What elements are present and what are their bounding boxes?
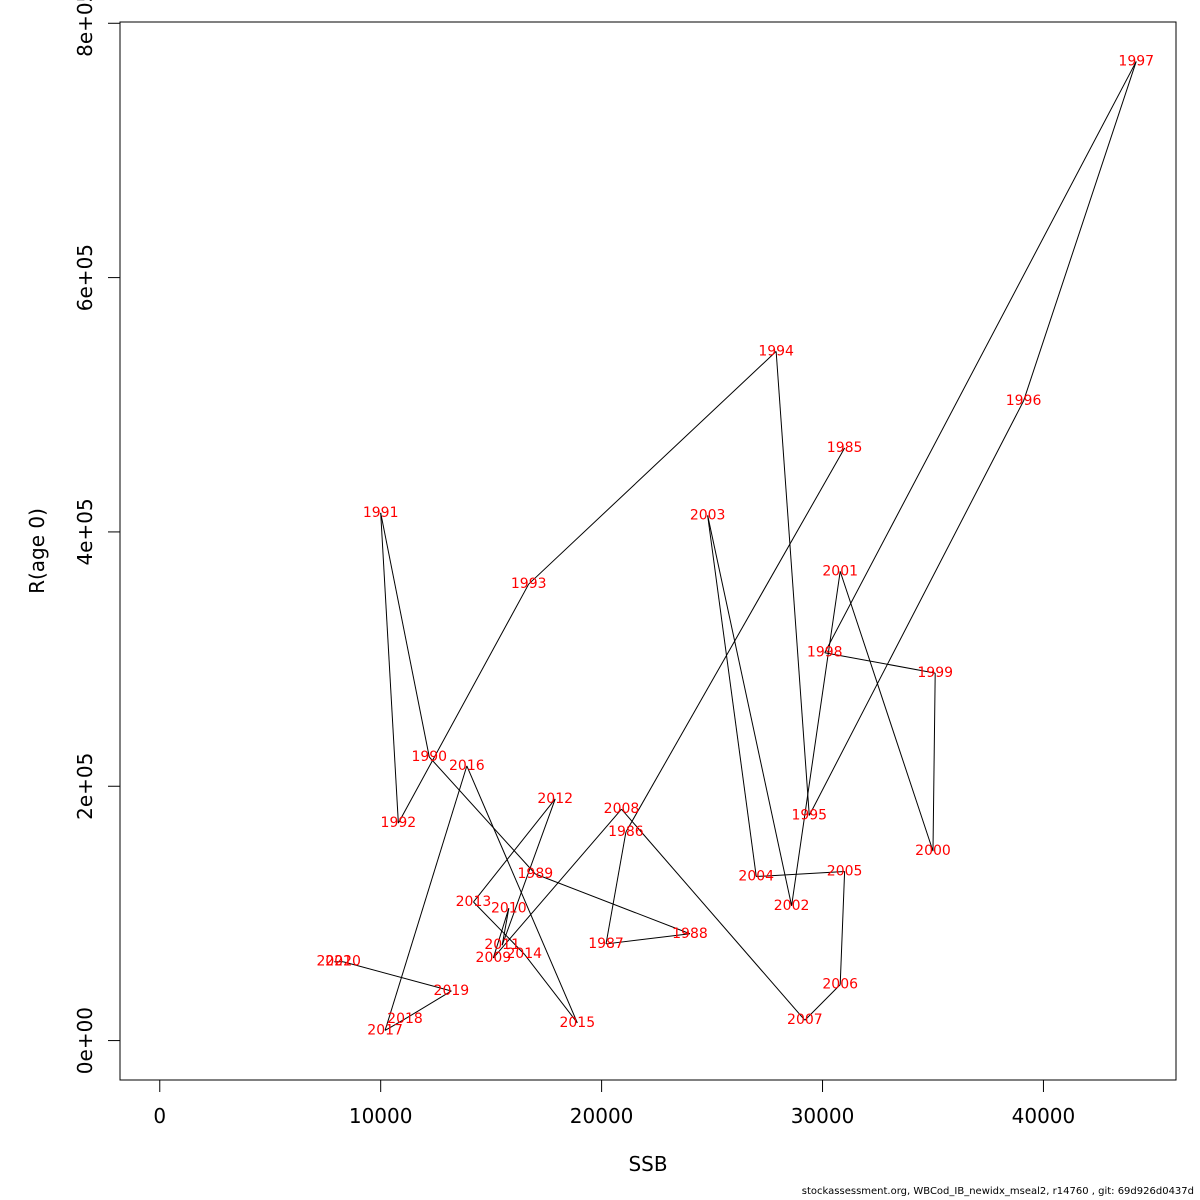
y-axis: 0e+00 2e+05 4e+05 6e+05 8e+05: [73, 0, 121, 1074]
segment-1986-1987: [605, 831, 627, 945]
point-label-2018: 2018: [387, 1011, 423, 1027]
point-label-2005: 2005: [827, 863, 863, 879]
segment-1993-1994: [528, 350, 777, 585]
point-label-1994: 1994: [758, 343, 794, 359]
segment-1994-1995: [775, 351, 810, 816]
segment-2011-2012: [501, 798, 556, 946]
point-label-2008: 2008: [604, 801, 640, 817]
x-axis: 0 10000 20000 30000 40000: [153, 1079, 1076, 1128]
point-label-2019: 2019: [434, 983, 470, 999]
segment-1985-1986: [625, 447, 846, 833]
x-tick-label: 0: [153, 1104, 166, 1128]
segment-1987-1988: [605, 933, 691, 945]
point-label-1995: 1995: [791, 808, 827, 824]
point-label-1999: 1999: [917, 665, 953, 681]
point-label-2002: 2002: [774, 898, 810, 914]
segment-2002-2003: [707, 515, 793, 906]
point-label-2007: 2007: [787, 1012, 823, 1028]
point-label-2006: 2006: [822, 977, 858, 993]
point-label-2004: 2004: [738, 869, 774, 885]
segment-1988-1989: [535, 873, 691, 935]
segment-2013-2014: [473, 901, 525, 955]
y-tick-label: 2e+05: [73, 753, 97, 820]
trajectory-lines: [334, 61, 1137, 1031]
segment-2008-2009: [492, 808, 622, 959]
segment-2017-2018: [384, 1018, 406, 1031]
segment-2019-2020: [342, 961, 452, 992]
segment-1999-2000: [932, 673, 936, 852]
point-label-2009: 2009: [476, 950, 512, 966]
x-axis-title: SSB: [628, 1152, 667, 1176]
point-label-2020: 2020: [325, 954, 361, 970]
segment-2001-2002: [791, 571, 841, 906]
point-label-2011: 2011: [484, 937, 520, 953]
y-tick-label: 0e+00: [73, 1007, 97, 1074]
year-labels: 1985 1986 1987 1988 1989 1990 1991 1992 1993 1994…: [316, 53, 1154, 1038]
segment-2015-2016: [466, 765, 578, 1023]
footer-source: stockassessment.org, WBCod_IB_newidx_mse…: [801, 1186, 1194, 1197]
point-label-1997: 1997: [1118, 53, 1154, 69]
segment-1997-1998: [824, 61, 1137, 653]
point-label-1989: 1989: [518, 866, 554, 882]
y-axis-title: R(age 0): [25, 508, 49, 594]
point-label-2015: 2015: [559, 1015, 595, 1031]
segment-2006-2007: [804, 984, 841, 1021]
x-tick-label: 10000: [349, 1104, 413, 1128]
segment-1990-1991: [380, 512, 430, 758]
point-label-2014: 2014: [506, 946, 542, 962]
segment-1995-1996: [808, 400, 1025, 816]
segment-1996-1997: [1023, 61, 1137, 402]
x-tick-label: 20000: [570, 1104, 634, 1128]
point-label-1988: 1988: [672, 926, 708, 942]
point-label-1987: 1987: [588, 936, 624, 952]
point-label-1986: 1986: [608, 824, 644, 840]
x-tick-label: 30000: [791, 1104, 855, 1128]
segment-2012-2013: [473, 798, 556, 903]
segment-2014-2015: [523, 953, 578, 1024]
segment-2010-2011: [501, 908, 510, 946]
point-label-2017: 2017: [367, 1022, 403, 1038]
point-label-2000: 2000: [915, 843, 951, 859]
segment-2000-2001: [839, 571, 934, 852]
segment-1989-1990: [428, 756, 536, 875]
segment-2003-2004: [707, 515, 757, 877]
x-tick-label: 40000: [1012, 1104, 1076, 1128]
y-tick-label: 4e+05: [73, 498, 97, 565]
point-label-2010: 2010: [491, 900, 527, 916]
segment-1998-1999: [824, 652, 936, 674]
point-label-1990: 1990: [411, 749, 447, 765]
point-label-2003: 2003: [690, 507, 726, 523]
y-tick-label: 6e+05: [73, 244, 97, 311]
point-label-1996: 1996: [1006, 393, 1042, 409]
point-label-2013: 2013: [456, 894, 492, 910]
segment-2005-2006: [839, 871, 846, 985]
segment-2004-2005: [756, 870, 845, 878]
point-label-1992: 1992: [381, 815, 417, 831]
point-label-1985: 1985: [827, 440, 863, 456]
y-tick-label: 8e+05: [73, 0, 97, 57]
point-label-2012: 2012: [537, 791, 573, 807]
plot-frame: [119, 21, 1177, 1081]
point-label-2001: 2001: [822, 563, 858, 579]
segment-2009-2010: [492, 908, 510, 959]
segment-1991-1992: [380, 512, 399, 824]
point-label-1998: 1998: [807, 645, 843, 661]
segment-2016-2017: [384, 765, 468, 1031]
point-label-2016: 2016: [449, 758, 485, 774]
point-label-1991: 1991: [363, 505, 399, 521]
segment-2018-2019: [404, 990, 452, 1020]
point-label-2021: 2021: [316, 954, 352, 970]
point-label-1993: 1993: [511, 576, 547, 592]
segment-2007-2008: [621, 808, 806, 1021]
segment-1992-1993: [397, 583, 530, 824]
